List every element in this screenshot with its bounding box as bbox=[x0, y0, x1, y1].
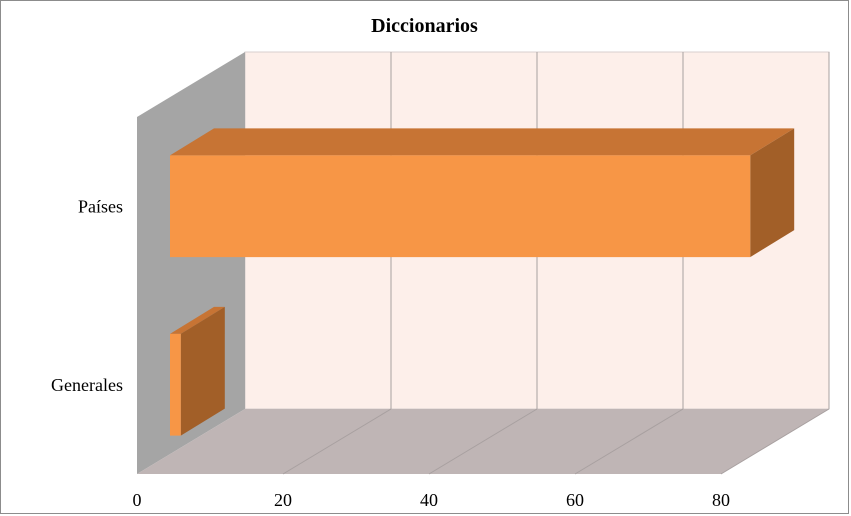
category-label: Países bbox=[78, 196, 123, 216]
bar bbox=[170, 306, 225, 436]
chart-walls bbox=[137, 51, 830, 474]
gridline-floor bbox=[574, 408, 684, 475]
x-tick-label: 40 bbox=[420, 490, 438, 510]
category-labels: Países Generales bbox=[51, 196, 123, 395]
gridline-floor bbox=[282, 408, 392, 475]
x-axis-ticks: 0 20 40 60 80 bbox=[133, 490, 731, 510]
bar-top-face bbox=[170, 306, 225, 334]
x-tick-label: 20 bbox=[274, 490, 292, 510]
chart-title: Diccionarios bbox=[371, 15, 478, 37]
category-label: Generales bbox=[51, 375, 123, 395]
gridline-floor bbox=[720, 408, 830, 475]
chart-bars bbox=[170, 128, 795, 436]
bar-front-face bbox=[170, 155, 751, 258]
bar bbox=[170, 128, 795, 258]
bar-side-face bbox=[180, 306, 225, 436]
gridline-floor bbox=[428, 408, 538, 475]
bar-side-face bbox=[750, 128, 795, 258]
x-tick-label: 80 bbox=[712, 490, 730, 510]
bar-front-face bbox=[170, 333, 181, 436]
x-tick-label: 60 bbox=[566, 490, 584, 510]
x-tick-label: 0 bbox=[133, 490, 142, 510]
bar-top-face bbox=[170, 128, 795, 156]
